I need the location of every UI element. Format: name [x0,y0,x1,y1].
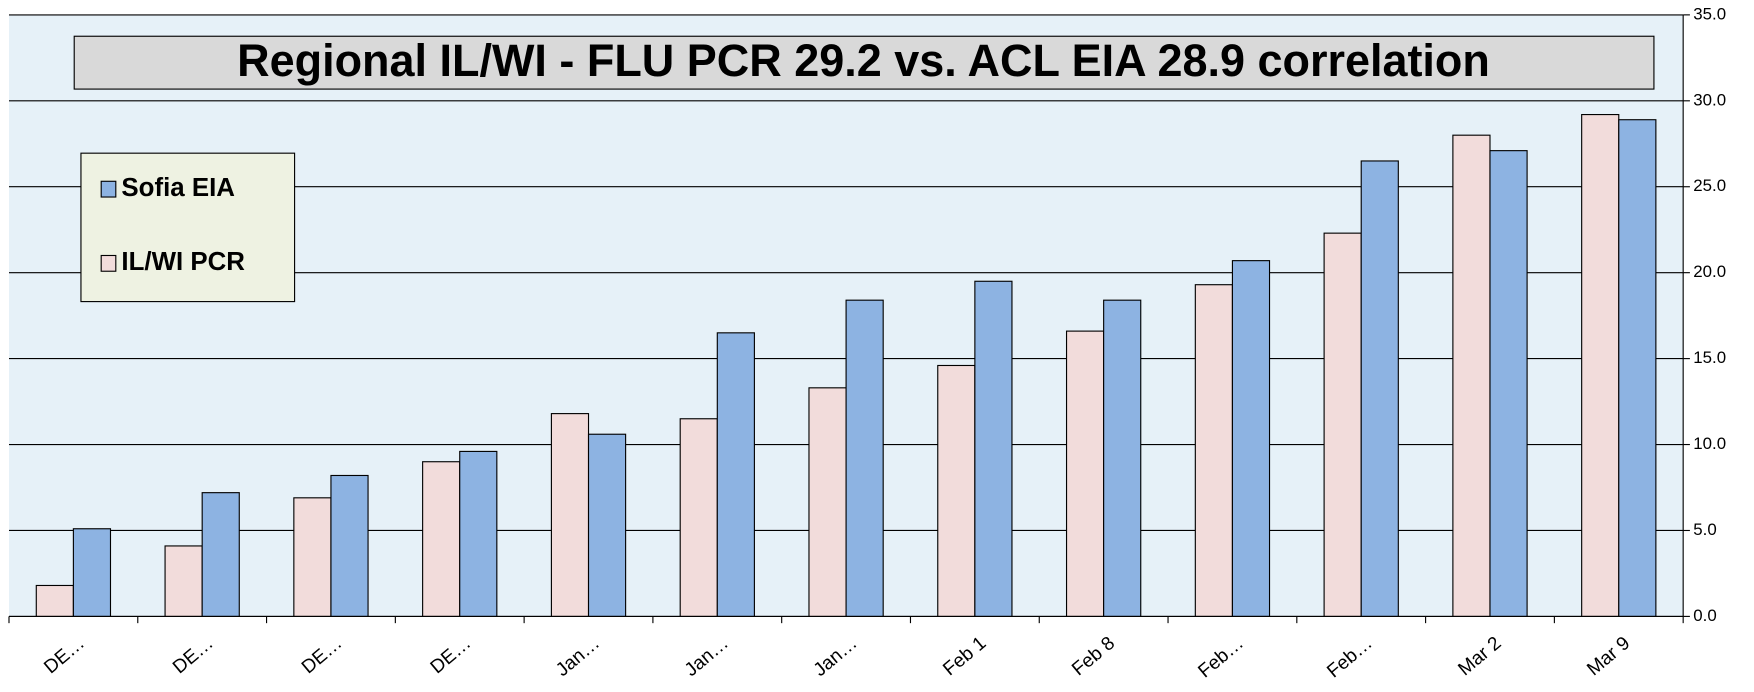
y-tick-label: 5.0 [1693,520,1716,539]
bar [164,545,203,617]
x-tick-label: Feb 8 [1068,633,1119,681]
x-tick-label: DE… [298,633,346,678]
bar [35,584,74,617]
bar [422,461,461,617]
bar [1103,299,1142,617]
title-box [73,35,1655,90]
bar [1360,160,1399,617]
bar [845,299,884,617]
legend-box [80,152,296,303]
bar [1581,113,1620,617]
x-tick-label: Feb 1 [939,633,990,681]
chart-title: Regional IL/WI - FLU PCR 29.2 vs. ACL EI… [237,35,1490,86]
legend-label: IL/WI PCR [121,248,245,276]
bar [974,280,1013,617]
x-tick-label: DE… [40,633,88,678]
bar [72,528,112,617]
bar [1618,119,1657,617]
x-tick-label: Jan… [810,633,862,681]
bar [201,492,240,617]
y-tick-label: 10.0 [1693,434,1726,453]
y-tick-label: 30.0 [1693,90,1726,109]
y-tick-label: 35.0 [1693,4,1726,23]
bar [550,413,590,617]
bar [330,474,369,617]
x-tick-label: Jan… [552,633,604,681]
x-tick-label: Mar 9 [1583,633,1634,680]
x-tick-label: Feb… [1323,633,1376,683]
legend-swatch [100,254,117,272]
bar [1231,260,1271,617]
bar [1323,232,1362,617]
x-tick-label: Jan… [681,633,733,681]
bar [808,387,847,617]
x-tick-label: Feb… [1195,633,1248,683]
bar [1065,330,1105,617]
bar [587,433,627,617]
x-tick-label: DE… [427,633,475,678]
y-tick-label: 20.0 [1693,262,1726,281]
legend-swatch [100,180,117,198]
legend: Sofia EIA IL/WI PCR [80,152,296,303]
bar [293,497,332,617]
x-tick-label: Mar 2 [1455,633,1506,680]
bar [716,332,755,617]
bar [1194,284,1233,617]
bar [459,450,498,617]
x-tick-label: DE… [169,633,217,678]
legend-label: Sofia EIA [121,174,235,202]
y-tick-label: 15.0 [1693,348,1726,367]
bar [679,418,718,617]
y-tick-label: 25.0 [1693,176,1726,195]
y-tick-label: 0.0 [1693,606,1716,625]
bar [937,364,976,617]
bar [1489,150,1528,617]
bar [1452,134,1491,617]
